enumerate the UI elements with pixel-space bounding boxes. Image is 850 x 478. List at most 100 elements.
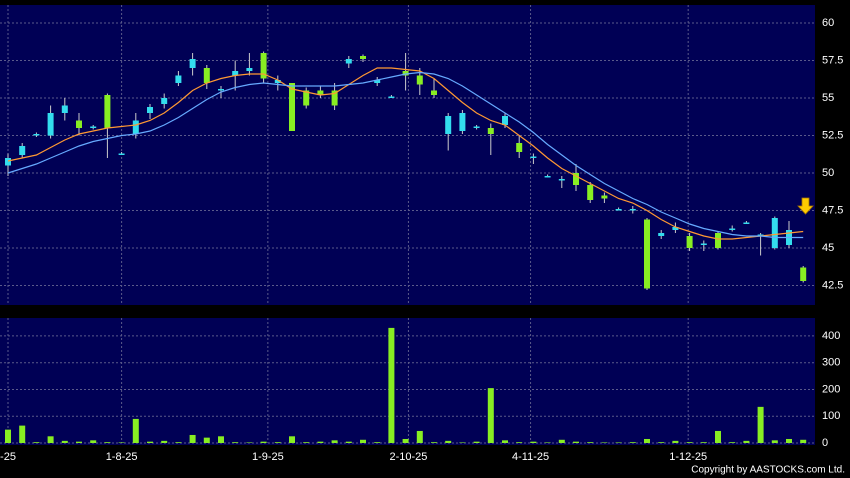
volume-bar: [289, 436, 295, 443]
volume-bar: [232, 442, 239, 443]
candle-body: [402, 71, 409, 76]
volume-bar: [601, 442, 608, 443]
candle-body: [317, 90, 324, 95]
candle-body: [743, 222, 750, 224]
y-tick-label: 45: [822, 242, 834, 254]
volume-bar: [800, 439, 807, 443]
volume-bar: [218, 436, 224, 443]
candle-body: [246, 68, 253, 71]
candle-body: [416, 75, 423, 85]
candle-body: [672, 227, 679, 230]
candle-body: [218, 89, 224, 91]
x-tick-label: -25: [0, 451, 16, 463]
volume-bar: [118, 442, 125, 443]
x-tick-label: 1-8-25: [106, 451, 138, 463]
candle-body: [629, 209, 636, 211]
volume-bar: [260, 441, 267, 443]
y-tick-label: 50: [822, 167, 834, 179]
volume-bar: [530, 441, 537, 443]
volume-bar: [19, 425, 26, 443]
volume-bar: [246, 442, 253, 443]
candle-body: [303, 90, 310, 106]
volume-bar: [317, 441, 324, 443]
volume-bar: [388, 327, 395, 443]
candle-body: [374, 80, 381, 83]
y-tick-label: 47.5: [822, 204, 843, 216]
volume-bar: [615, 442, 622, 443]
y-tick-label: 400: [822, 330, 840, 342]
candle-body: [530, 156, 537, 158]
candle-body: [771, 218, 778, 248]
plot-layer: 42.5 45 47.5 50 52.5 55 57.5 60 0 100 200 300 400 -25…: [0, 5, 843, 463]
volume-bar: [715, 430, 721, 443]
y-tick-label: 100: [822, 410, 840, 422]
candle-body: [360, 56, 366, 59]
volume-bar: [90, 440, 97, 443]
volume-bar: [629, 442, 636, 443]
x-tick-label: 1-9-25: [252, 451, 284, 463]
candle-body: [473, 126, 480, 128]
volume-bar: [658, 442, 665, 443]
candle-body: [147, 107, 153, 113]
volume-bar: [771, 440, 778, 443]
volume-bar: [729, 442, 736, 443]
volume-bar: [374, 442, 381, 443]
candle-body: [90, 126, 97, 128]
volume-bar: [573, 441, 579, 443]
volume-bar: [274, 442, 281, 443]
volume-bar: [189, 434, 196, 443]
candle-body: [388, 96, 395, 98]
candle-body: [203, 68, 210, 83]
volume-bar: [402, 438, 409, 443]
candle-body: [715, 233, 721, 248]
candle-body: [800, 267, 807, 281]
volume-bar: [558, 439, 565, 443]
candle-body: [487, 128, 494, 134]
candle-body: [757, 234, 764, 236]
candle-body: [104, 95, 111, 128]
candle-body: [61, 105, 68, 113]
y-tick-label: 57.5: [822, 54, 843, 66]
candle-body: [76, 120, 82, 128]
candle-body: [274, 80, 281, 83]
volume-bar: [700, 442, 707, 443]
volume-panel: [0, 318, 815, 445]
candle-body: [175, 75, 182, 83]
candle-body: [431, 90, 437, 95]
x-tick-label: 2-10-25: [389, 451, 427, 463]
y-tick-label: 300: [822, 357, 840, 369]
volume-bar: [132, 418, 139, 443]
volume-bar: [360, 439, 366, 443]
volume-bar: [104, 442, 111, 443]
volume-bar: [303, 442, 310, 443]
y-tick-label: 55: [822, 92, 834, 104]
volume-bar: [686, 442, 693, 443]
candle-body: [658, 233, 665, 236]
volume-bar: [416, 430, 423, 443]
y-tick-label: 42.5: [822, 279, 843, 291]
volume-bar: [487, 388, 494, 443]
candle-body: [615, 209, 622, 211]
candle-body: [289, 83, 295, 131]
volume-bar: [61, 440, 68, 443]
y-tick-label: 0: [822, 437, 828, 449]
candle-body: [558, 179, 565, 181]
candle-body: [33, 134, 40, 136]
x-tick-label: 1-12-25: [669, 451, 707, 463]
y-tick-label: 60: [822, 17, 834, 29]
moving-average-line: [7, 67, 804, 240]
candle-body: [445, 116, 452, 134]
volume-bar: [516, 442, 523, 443]
volume-bar: [203, 437, 210, 443]
copyright: Copyright by AASTOCKS.com Ltd.: [691, 465, 845, 476]
candle-body: [516, 143, 523, 152]
volume-bar: [672, 440, 679, 443]
volume-bar: [147, 441, 153, 443]
candle-body: [232, 71, 239, 76]
candle-body: [502, 116, 508, 125]
candle-body: [345, 59, 352, 64]
volume-bar: [161, 440, 168, 443]
arrow-marker: [797, 197, 814, 215]
volume-bar: [786, 438, 792, 443]
